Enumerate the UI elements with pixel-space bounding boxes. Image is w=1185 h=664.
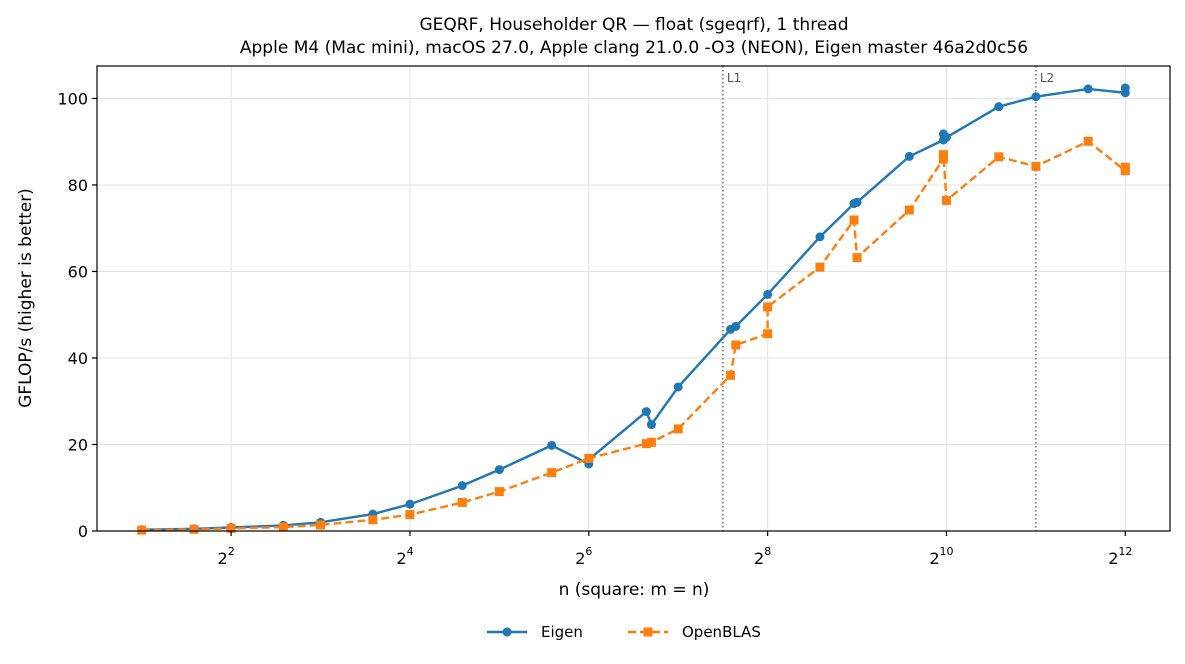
data-point-eigen bbox=[405, 499, 415, 509]
data-point-eigen bbox=[1120, 83, 1130, 93]
data-point-openblas bbox=[547, 468, 557, 478]
data-point-openblas bbox=[852, 253, 862, 263]
x-tick-base: 2 bbox=[1108, 549, 1118, 568]
data-point-eigen bbox=[904, 151, 914, 161]
y-tick-label: 20 bbox=[68, 435, 88, 454]
data-point-openblas bbox=[226, 523, 236, 533]
y-tick-label: 0 bbox=[78, 522, 88, 541]
x-tick-base: 2 bbox=[575, 549, 585, 568]
x-tick-exponent: 10 bbox=[940, 545, 954, 558]
data-point-eigen bbox=[994, 102, 1004, 112]
x-tick-label: 24 bbox=[396, 545, 413, 568]
legend-marker-openblas bbox=[643, 627, 653, 637]
data-point-openblas bbox=[763, 302, 773, 312]
legend: Eigen OpenBLAS bbox=[487, 623, 761, 641]
data-point-eigen bbox=[494, 465, 504, 475]
cache-label-l2: L2 bbox=[1040, 71, 1054, 85]
chart-title: GEQRF, Householder QR — float (sgeqrf), … bbox=[420, 15, 849, 35]
data-point-eigen bbox=[763, 289, 773, 299]
data-point-eigen bbox=[815, 232, 825, 242]
x-tick-base: 2 bbox=[929, 549, 939, 568]
x-axis-label: n (square: m = n) bbox=[559, 580, 710, 600]
data-point-eigen bbox=[673, 382, 683, 392]
data-point-openblas bbox=[941, 196, 951, 206]
chart-subtitle: Apple M4 (Mac mini), macOS 27.0, Apple c… bbox=[240, 38, 1028, 58]
data-point-openblas bbox=[904, 205, 914, 215]
y-tick-label: 60 bbox=[68, 262, 88, 281]
data-point-openblas bbox=[994, 152, 1004, 162]
data-point-openblas bbox=[189, 524, 199, 534]
cache-annotations: L1 L2 bbox=[722, 66, 1054, 531]
x-tick-exponent: 12 bbox=[1118, 545, 1132, 558]
data-point-openblas bbox=[584, 453, 594, 463]
x-tick-label: 28 bbox=[754, 545, 771, 568]
data-point-eigen bbox=[1083, 84, 1093, 94]
data-point-openblas bbox=[494, 487, 504, 497]
data-point-openblas bbox=[731, 340, 741, 350]
series-openblas bbox=[137, 136, 1130, 535]
data-point-eigen bbox=[457, 481, 467, 491]
x-tick-base: 2 bbox=[218, 549, 228, 568]
data-point-openblas bbox=[815, 262, 825, 272]
data-point-openblas bbox=[641, 439, 651, 449]
data-point-openblas bbox=[278, 522, 288, 532]
data-point-openblas bbox=[763, 329, 773, 339]
data-point-eigen bbox=[731, 321, 741, 331]
data-point-openblas bbox=[1083, 136, 1093, 146]
data-point-openblas bbox=[726, 370, 736, 380]
x-tick-exponent: 2 bbox=[228, 545, 235, 558]
x-tick-label: 22 bbox=[218, 545, 235, 568]
data-point-eigen bbox=[1031, 92, 1041, 102]
data-point-openblas bbox=[457, 497, 467, 507]
legend-marker-eigen bbox=[502, 627, 512, 637]
legend-label-openblas: OpenBLAS bbox=[682, 623, 761, 641]
data-point-openblas bbox=[646, 437, 656, 447]
data-point-eigen bbox=[547, 440, 557, 450]
y-tick-label: 40 bbox=[68, 349, 88, 368]
x-tick-exponent: 4 bbox=[407, 545, 414, 558]
x-tick-exponent: 6 bbox=[585, 545, 592, 558]
data-point-eigen bbox=[641, 407, 651, 417]
data-point-openblas bbox=[849, 215, 859, 225]
series-line-openblas bbox=[141, 140, 1127, 532]
data-point-openblas bbox=[368, 515, 378, 525]
series-layer bbox=[137, 83, 1130, 535]
y-tick-label: 80 bbox=[68, 176, 88, 195]
legend-item-eigen: Eigen bbox=[487, 623, 583, 641]
data-point-openblas bbox=[137, 525, 147, 535]
data-point-eigen bbox=[646, 420, 656, 430]
data-point-eigen bbox=[852, 197, 862, 207]
y-tick-label: 100 bbox=[57, 89, 88, 108]
legend-item-openblas: OpenBLAS bbox=[628, 623, 761, 641]
data-point-openblas bbox=[673, 424, 683, 434]
x-tick-base: 2 bbox=[396, 549, 406, 568]
data-point-openblas bbox=[405, 510, 415, 520]
data-point-eigen bbox=[941, 132, 951, 142]
data-point-openblas bbox=[1120, 162, 1130, 172]
data-point-openblas bbox=[1031, 161, 1041, 171]
x-axis-ticks: 22 24 26 28 210 212 bbox=[218, 531, 1132, 568]
cache-label-l1: L1 bbox=[727, 71, 741, 85]
x-tick-base: 2 bbox=[754, 549, 764, 568]
data-point-openblas bbox=[938, 150, 948, 160]
data-point-openblas bbox=[316, 520, 326, 530]
y-axis-label: GFLOP/s (higher is better) bbox=[16, 188, 36, 408]
plot-frame bbox=[96, 65, 1171, 532]
grid bbox=[97, 66, 1170, 532]
x-tick-exponent: 8 bbox=[764, 545, 771, 558]
x-tick-label: 26 bbox=[575, 545, 592, 568]
x-tick-label: 210 bbox=[929, 545, 953, 568]
series-line-eigen bbox=[141, 87, 1127, 531]
legend-label-eigen: Eigen bbox=[541, 623, 583, 641]
x-tick-label: 212 bbox=[1108, 545, 1132, 568]
y-axis-ticks: 0 20 40 60 80 100 bbox=[57, 89, 97, 541]
